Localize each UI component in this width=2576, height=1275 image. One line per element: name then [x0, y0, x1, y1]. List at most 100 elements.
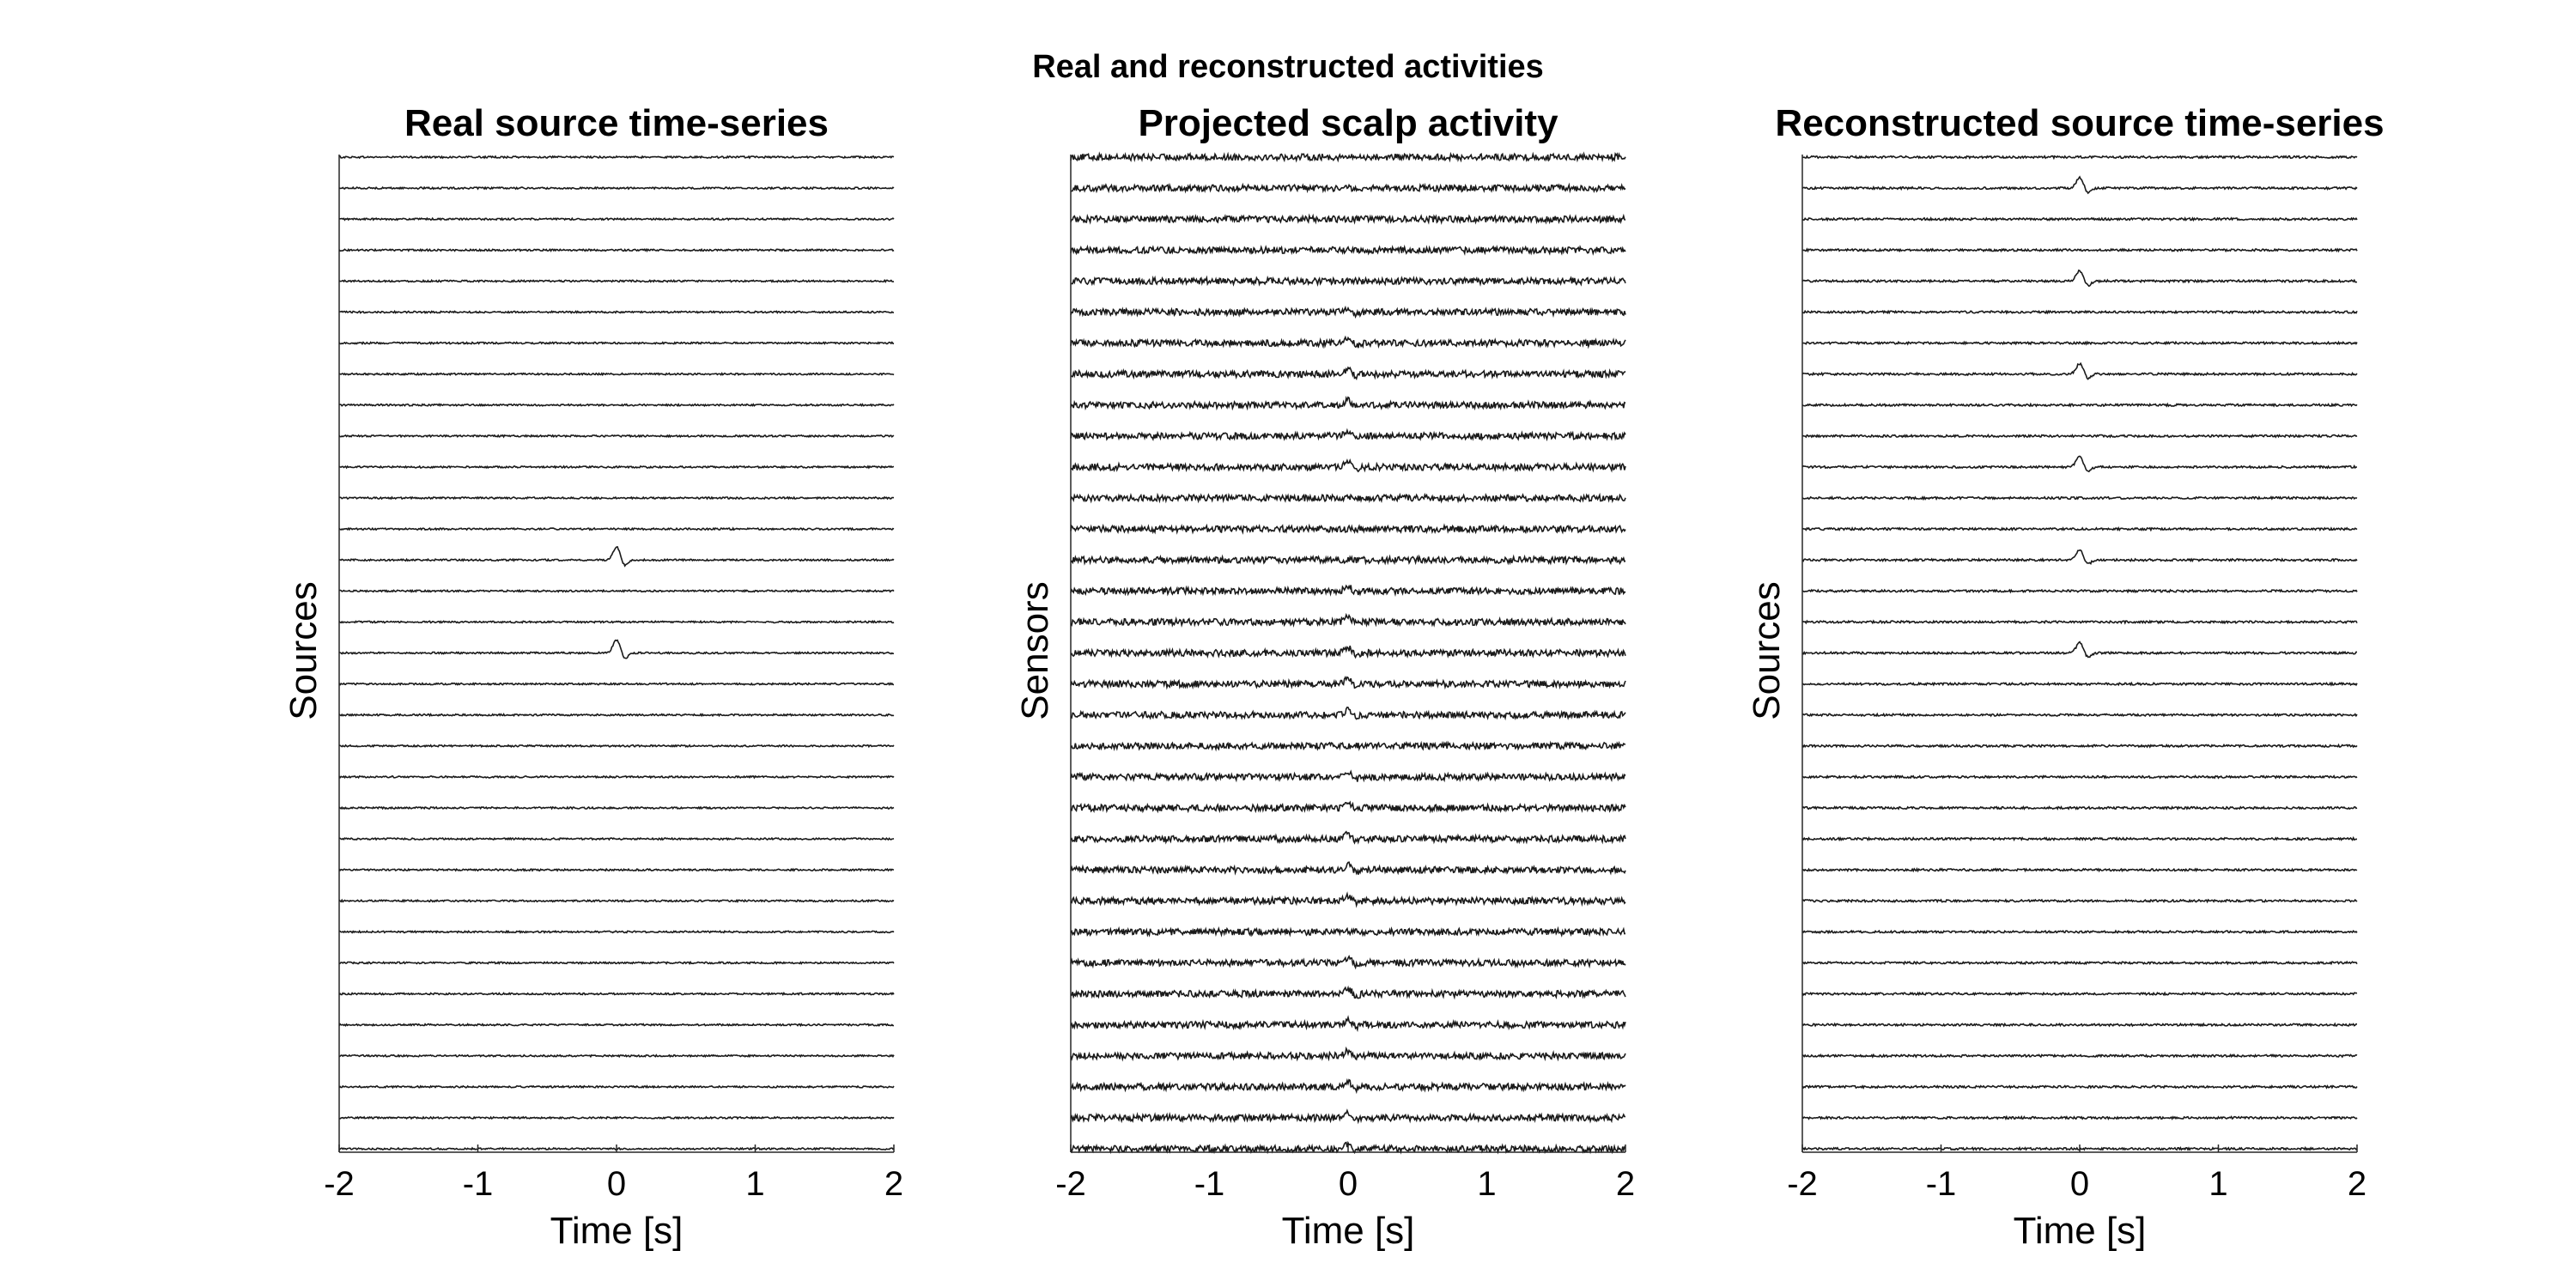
x-tick-label: -2	[1055, 1165, 1086, 1203]
trace-12	[1801, 495, 2358, 501]
trace-13	[1801, 526, 2358, 532]
x-tick-label: 2	[2348, 1165, 2366, 1203]
trace-28	[1070, 985, 1626, 1000]
trace-15	[1070, 584, 1626, 598]
trace-18	[338, 682, 895, 687]
trace-28	[338, 991, 895, 997]
trace-32	[338, 1115, 895, 1120]
trace-9	[338, 403, 895, 408]
panel-projected-scalp: Projected scalp activity Time [s] Sensor…	[1014, 102, 1635, 1252]
x-axis-label: Time [s]	[2014, 1210, 2147, 1252]
trace-12	[1070, 492, 1626, 504]
trace-16	[1070, 612, 1626, 628]
panel-title: Projected scalp activity	[1138, 102, 1558, 144]
trace-21	[1801, 774, 2358, 780]
trace-11	[1801, 455, 2357, 473]
trace-1	[1801, 155, 2358, 161]
trace-19	[1070, 706, 1626, 721]
trace-4	[1802, 247, 2358, 253]
trace-8	[1070, 366, 1626, 380]
trace-13	[338, 526, 895, 531]
x-tick-label: 2	[884, 1165, 903, 1203]
trace-25	[1070, 891, 1626, 908]
trace-15	[338, 588, 895, 593]
trace-22	[1070, 800, 1626, 814]
trace-15	[1801, 588, 2358, 594]
trace-13	[1070, 523, 1626, 535]
trace-31	[1070, 1078, 1626, 1095]
trace-33	[1070, 1140, 1626, 1155]
trace-4	[1070, 244, 1626, 256]
trace-32	[1801, 1114, 2358, 1121]
trace-11	[1070, 458, 1626, 473]
trace-5	[1070, 275, 1626, 287]
trace-9	[1070, 395, 1626, 411]
trace-7	[1801, 340, 2358, 346]
trace-30	[1801, 1053, 2358, 1059]
trace-5	[1801, 269, 2358, 288]
trace-16	[1801, 619, 2358, 625]
trace-21	[338, 774, 895, 780]
trace-8	[338, 372, 895, 377]
trace-16	[338, 619, 895, 624]
trace-5	[338, 278, 895, 283]
trace-30	[338, 1053, 895, 1059]
figure-title: Real and reconstructed activities	[1032, 49, 1544, 85]
x-tick-label: -2	[1787, 1165, 1818, 1203]
trace-27	[338, 960, 895, 965]
trace-22	[338, 805, 895, 811]
y-axis-label: Sensors	[1014, 581, 1056, 719]
trace-2	[338, 185, 895, 191]
panel-reconstructed-source: Reconstructed source time-series Time [s…	[1746, 102, 2385, 1252]
trace-14	[1801, 549, 2358, 565]
trace-24	[1070, 861, 1626, 876]
trace-17	[1070, 645, 1626, 659]
trace-10	[1070, 428, 1626, 442]
trace-18	[1801, 681, 2358, 687]
trace-12	[338, 495, 895, 501]
trace-23	[1070, 830, 1626, 845]
trace-23	[338, 836, 895, 841]
trace-2	[1801, 175, 2358, 195]
trace-3	[1070, 213, 1626, 226]
x-tick-label: 1	[2208, 1165, 2227, 1203]
x-tick-label: 1	[745, 1165, 764, 1203]
trace-6	[1801, 309, 2358, 315]
trace-20	[338, 744, 895, 749]
trace-25	[1801, 898, 2358, 904]
x-tick-label: 2	[1616, 1165, 1635, 1203]
trace-20	[1801, 743, 2358, 749]
x-tick-label: -2	[324, 1165, 355, 1203]
trace-29	[1070, 1015, 1626, 1033]
x-tick-label: -1	[463, 1165, 494, 1203]
trace-1	[1070, 151, 1626, 163]
trace-25	[338, 898, 895, 903]
trace-26	[338, 929, 895, 934]
trace-28	[1801, 991, 2358, 997]
trace-3	[338, 216, 895, 222]
plot-area: -2 -1 0 1 2	[324, 155, 903, 1203]
trace-19	[1801, 712, 2358, 718]
x-axis-label: Time [s]	[1282, 1210, 1415, 1252]
trace-29	[338, 1023, 895, 1028]
trace-31	[338, 1084, 895, 1090]
trace-17	[338, 639, 895, 659]
trace-22	[1801, 805, 2358, 811]
trace-10	[1801, 433, 2358, 439]
trace-3	[1801, 216, 2358, 222]
plot-area: -2 -1 0 1 2	[1055, 151, 1635, 1203]
trace-26	[1070, 926, 1626, 938]
y-axis-label: Sources	[1746, 581, 1788, 719]
y-axis-label: Sources	[283, 581, 325, 719]
trace-23	[1801, 835, 2358, 842]
x-tick-label: 0	[607, 1165, 626, 1203]
panel-title: Reconstructed source time-series	[1775, 102, 2384, 144]
trace-30	[1070, 1046, 1626, 1062]
panel-real-source: Real source time-series Time [s] Sources…	[283, 102, 903, 1252]
trace-20	[1070, 740, 1626, 752]
trace-6	[338, 309, 895, 314]
x-tick-label: 0	[1339, 1165, 1358, 1203]
trace-18	[1070, 676, 1626, 690]
trace-26	[1801, 929, 2358, 935]
trace-8	[1801, 361, 2358, 380]
